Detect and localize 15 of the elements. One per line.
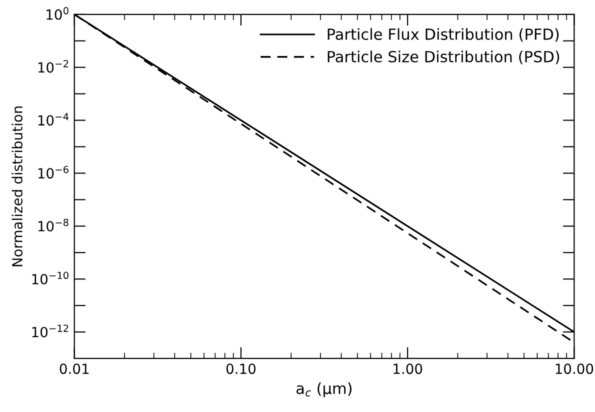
x-axis-title: a$_{c}$ (μm) xyxy=(296,382,352,398)
x-tick-label: 1.00 xyxy=(394,364,422,374)
y-axis-title: Normalized distribution xyxy=(12,106,23,266)
y-tick-label: 10$^{0}$ xyxy=(46,7,68,20)
y-tick-label: 10$^{−8}$ xyxy=(38,218,68,232)
y-tick-label: 10$^{−6}$ xyxy=(38,166,68,179)
y-tick-label: 10$^{−2}$ xyxy=(38,60,68,73)
x-tick-label: 0.10 xyxy=(226,364,256,374)
x-tick-label: 10.00 xyxy=(556,364,594,374)
legend-label: Particle Flux Distribution (PFD) xyxy=(328,28,559,42)
y-tick-label: 10$^{−4}$ xyxy=(38,113,68,126)
legend-label: Particle Size Distribution (PSD) xyxy=(328,50,560,64)
y-tick-label: 10$^{−12}$ xyxy=(32,324,68,338)
x-tick-label: 0.01 xyxy=(60,364,89,374)
y-tick-label: 10$^{−10}$ xyxy=(32,272,68,284)
